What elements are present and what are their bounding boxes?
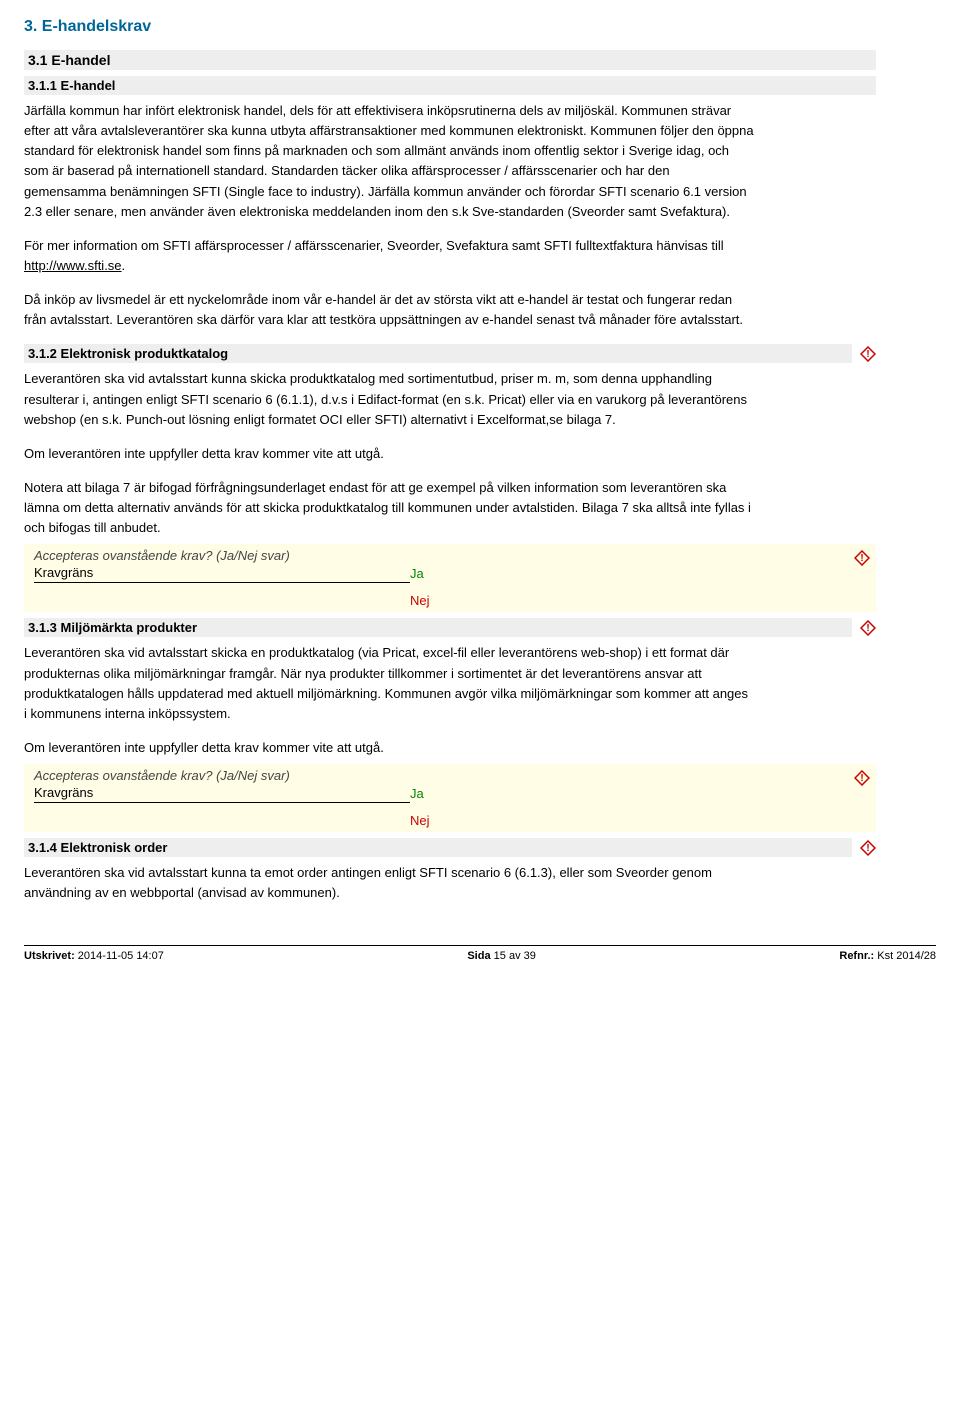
footer-refnr: Refnr.: Kst 2014/28	[839, 950, 936, 962]
text-fragment: För mer information om SFTI affärsproces…	[24, 238, 724, 253]
paragraph: Järfälla kommun har infört elektronisk h…	[24, 101, 754, 222]
answer-ja: Ja	[410, 786, 424, 803]
footer-label: Refnr.:	[839, 950, 874, 962]
footer-utskrivet: Utskrivet: 2014-11-05 14:07	[24, 950, 164, 962]
heading-314: 3.1.4 Elektronisk order	[24, 838, 852, 857]
paragraph: Notera att bilaga 7 är bifogad förfrågni…	[24, 478, 754, 538]
answer-question: Accepteras ovanstående krav? (Ja/Nej sva…	[34, 768, 868, 783]
text-fragment: .	[122, 258, 126, 273]
paragraph: Leverantören ska vid avtalsstart kunna s…	[24, 369, 754, 429]
section-heading-row: 3.1.4 Elektronisk order !	[24, 838, 876, 857]
svg-text:!: !	[860, 773, 863, 784]
answer-box: ! Accepteras ovanstående krav? (Ja/Nej s…	[24, 764, 876, 832]
answer-box: ! Accepteras ovanstående krav? (Ja/Nej s…	[24, 544, 876, 612]
paragraph: Då inköp av livsmedel är ett nyckelområd…	[24, 290, 754, 330]
paragraph: Leverantören ska vid avtalsstart skicka …	[24, 643, 754, 724]
alert-icon: !	[860, 620, 876, 636]
alert-icon: !	[860, 840, 876, 856]
kravgrans-label: Kravgräns	[34, 565, 410, 583]
footer-label: av	[506, 950, 524, 962]
footer-label: Sida	[467, 950, 493, 962]
footer-value: 39	[524, 950, 536, 962]
svg-text:!: !	[866, 349, 869, 360]
kravgrans-row: Kravgräns Ja	[34, 785, 868, 803]
sfti-link[interactable]: http://www.sfti.se	[24, 258, 122, 273]
paragraph: Om leverantören inte uppfyller detta kra…	[24, 738, 754, 758]
page-footer: Utskrivet: 2014-11-05 14:07 Sida 15 av 3…	[24, 945, 936, 962]
svg-text:!: !	[866, 623, 869, 634]
document-page: 3. E-handelskrav 3.1 E-handel 3.1.1 E-ha…	[0, 0, 960, 925]
alert-icon: !	[860, 346, 876, 362]
paragraph: Om leverantören inte uppfyller detta kra…	[24, 444, 754, 464]
section-heading-row: 3.1.2 Elektronisk produktkatalog !	[24, 344, 876, 363]
section-heading-row: 3.1.1 E-handel	[24, 76, 876, 95]
answer-question: Accepteras ovanstående krav? (Ja/Nej sva…	[34, 548, 868, 563]
footer-sida: Sida 15 av 39	[467, 950, 536, 962]
answer-nej: Nej	[34, 593, 868, 610]
svg-text:!: !	[860, 553, 863, 564]
paragraph: För mer information om SFTI affärsproces…	[24, 236, 754, 276]
answer-ja: Ja	[410, 566, 424, 583]
alert-icon: !	[854, 550, 870, 569]
alert-icon: !	[854, 770, 870, 789]
heading-312: 3.1.2 Elektronisk produktkatalog	[24, 344, 852, 363]
heading-311: 3.1.1 E-handel	[24, 76, 876, 95]
section-heading-row: 3.1.3 Miljömärkta produkter !	[24, 618, 876, 637]
kravgrans-label: Kravgräns	[34, 785, 410, 803]
heading-313: 3.1.3 Miljömärkta produkter	[24, 618, 852, 637]
footer-value: Kst 2014/28	[874, 950, 936, 962]
footer-value: 15	[494, 950, 506, 962]
paragraph: Leverantören ska vid avtalsstart kunna t…	[24, 863, 754, 903]
heading-level-1: 3. E-handelskrav	[24, 18, 936, 36]
footer-value: 2014-11-05 14:07	[75, 950, 164, 962]
footer-label: Utskrivet:	[24, 950, 75, 962]
svg-text:!: !	[866, 843, 869, 854]
heading-level-2: 3.1 E-handel	[24, 50, 876, 70]
kravgrans-row: Kravgräns Ja	[34, 565, 868, 583]
answer-nej: Nej	[34, 813, 868, 830]
